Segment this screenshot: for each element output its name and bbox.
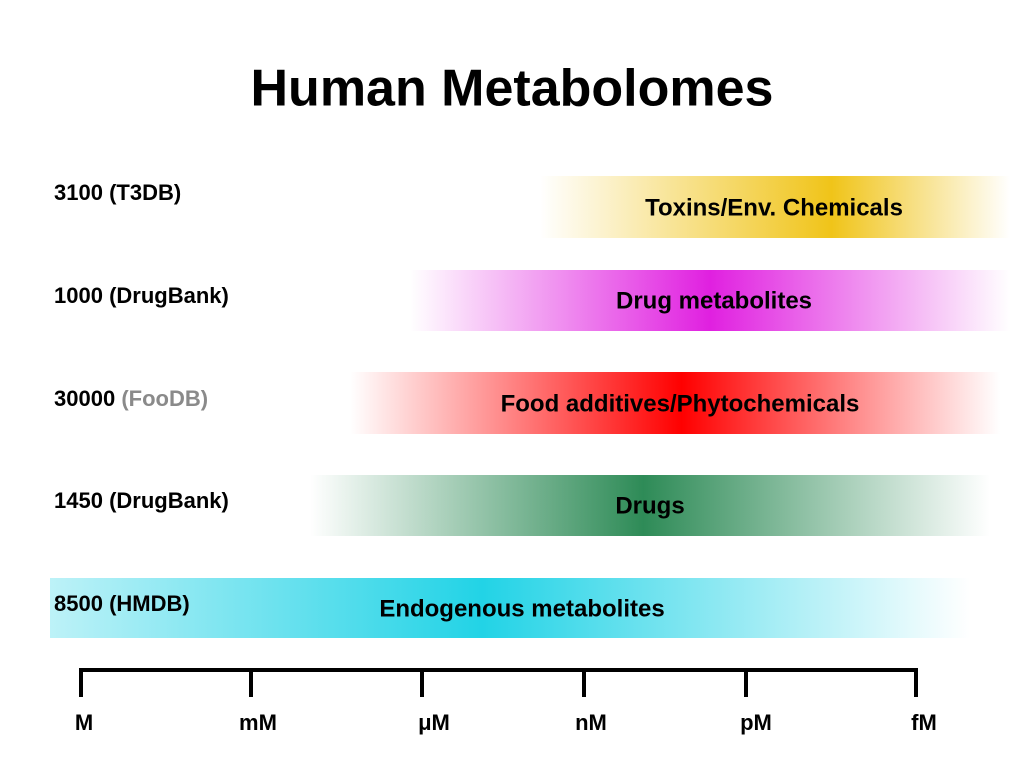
band	[410, 270, 1010, 331]
count: 8500	[54, 591, 103, 616]
band	[540, 176, 1010, 238]
row-label: 1000 (DrugBank)	[54, 283, 229, 308]
source: (T3DB)	[109, 180, 181, 205]
row-label: 30000 (FooDB)	[54, 386, 208, 411]
source: (DrugBank)	[109, 488, 229, 513]
title: Human Metabolomes	[251, 60, 774, 118]
band-label: Drug metabolites	[616, 287, 812, 314]
count: 1000	[54, 283, 103, 308]
scale-label: pM	[740, 710, 772, 735]
count: 30000	[54, 386, 115, 411]
band-label: Toxins/Env. Chemicals	[645, 194, 903, 221]
band-label: Endogenous metabolites	[379, 595, 664, 622]
source: (HMDB)	[109, 591, 190, 616]
row-label: 8500 (HMDB)	[54, 591, 190, 616]
scale-label: M	[75, 710, 93, 735]
band-label: Drugs	[615, 492, 684, 519]
row-label: 1450 (DrugBank)	[54, 488, 229, 513]
band-label: Food additives/Phytochemicals	[501, 390, 860, 417]
scale-label: mM	[239, 710, 277, 735]
count: 1450	[54, 488, 103, 513]
source: (FooDB)	[121, 386, 208, 411]
scale-label: μM	[418, 710, 450, 735]
scale-label: fM	[911, 710, 937, 735]
band	[50, 578, 970, 638]
band	[310, 475, 990, 536]
scale-label: nM	[575, 710, 607, 735]
band	[350, 372, 1000, 434]
source: (DrugBank)	[109, 283, 229, 308]
count: 3100	[54, 180, 103, 205]
scale-axis	[79, 668, 918, 697]
row-label: 3100 (T3DB)	[54, 180, 181, 205]
